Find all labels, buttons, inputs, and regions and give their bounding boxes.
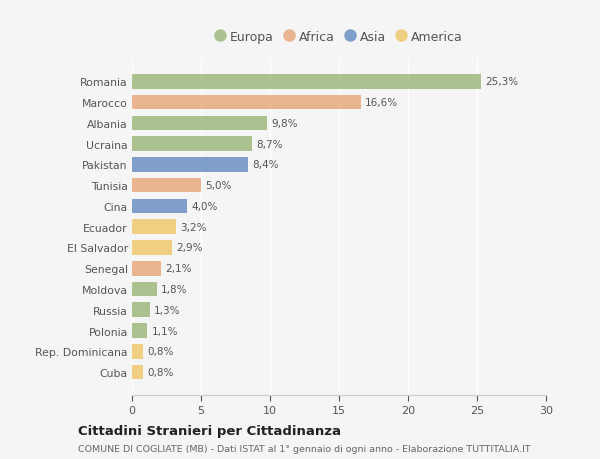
Bar: [132, 261, 161, 276]
Text: Cittadini Stranieri per Cittadinanza: Cittadini Stranieri per Cittadinanza: [78, 424, 341, 437]
Text: 1,3%: 1,3%: [154, 305, 181, 315]
Bar: [132, 220, 176, 235]
Bar: [132, 116, 267, 131]
Bar: [132, 324, 147, 338]
Text: COMUNE DI COGLIATE (MB) - Dati ISTAT al 1° gennaio di ogni anno - Elaborazione T: COMUNE DI COGLIATE (MB) - Dati ISTAT al …: [78, 444, 530, 453]
Bar: [132, 137, 252, 151]
Text: 0,8%: 0,8%: [147, 347, 173, 357]
Text: 3,2%: 3,2%: [181, 222, 207, 232]
Text: 2,1%: 2,1%: [165, 263, 191, 274]
Legend: Europa, Africa, Asia, America: Europa, Africa, Asia, America: [210, 26, 468, 49]
Bar: [132, 344, 143, 359]
Text: 8,4%: 8,4%: [252, 160, 278, 170]
Bar: [132, 158, 248, 172]
Text: 8,7%: 8,7%: [256, 140, 283, 149]
Text: 0,8%: 0,8%: [147, 367, 173, 377]
Text: 4,0%: 4,0%: [191, 202, 218, 212]
Bar: [132, 241, 172, 255]
Bar: [132, 282, 157, 297]
Bar: [132, 75, 481, 90]
Text: 16,6%: 16,6%: [365, 98, 398, 108]
Text: 1,1%: 1,1%: [151, 326, 178, 336]
Bar: [132, 179, 201, 193]
Text: 5,0%: 5,0%: [205, 181, 232, 191]
Bar: [132, 95, 361, 110]
Bar: [132, 365, 143, 380]
Bar: [132, 303, 150, 317]
Text: 2,9%: 2,9%: [176, 243, 203, 253]
Text: 1,8%: 1,8%: [161, 285, 187, 294]
Text: 9,8%: 9,8%: [271, 118, 298, 129]
Bar: [132, 199, 187, 214]
Text: 25,3%: 25,3%: [485, 77, 518, 87]
